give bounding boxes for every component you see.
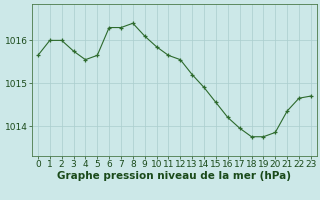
X-axis label: Graphe pression niveau de la mer (hPa): Graphe pression niveau de la mer (hPa)	[57, 171, 292, 181]
